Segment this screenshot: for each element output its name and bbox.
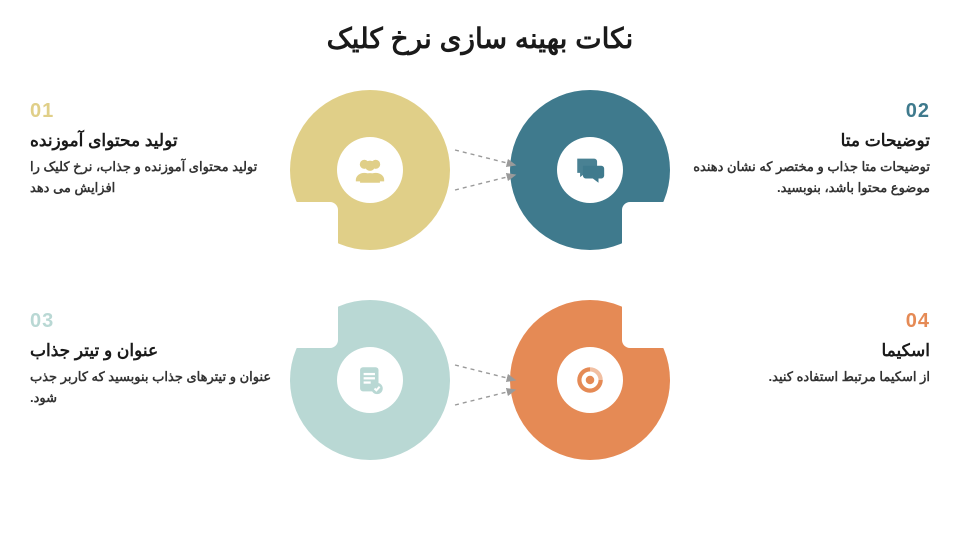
clipboard-icon [353,363,387,397]
info-item-03: 03 عنوان و تیتر جذاب عنوان و تیترهای جذا… [0,290,470,490]
text-block-02: 02 توضیحات متا توضیحات متا جذاب و مختصر … [680,100,930,199]
item-number: 01 [30,100,280,123]
shape-04 [510,300,670,460]
icon-wrap-04 [557,347,623,413]
icon-wrap-03 [337,347,403,413]
people-icon [353,153,387,187]
item-desc: تولید محتوای آموزنده و جذاب، نرخ کلیک را… [30,157,280,199]
shape-03 [290,300,450,460]
item-heading: توضیحات متا [680,131,930,151]
shape-02 [510,90,670,250]
icon-wrap-02 [557,137,623,203]
item-number: 03 [30,310,280,333]
text-block-01: 01 تولید محتوای آموزنده تولید محتوای آمو… [30,100,280,199]
info-item-04: 04 اسکیما از اسکیما مرتبط استفاده کنید. [490,290,960,490]
shape-01 [290,90,450,250]
item-number: 02 [680,100,930,123]
item-number: 04 [680,310,930,333]
info-item-01: 01 تولید محتوای آموزنده تولید محتوای آمو… [0,80,470,280]
icon-wrap-01 [337,137,403,203]
text-block-03: 03 عنوان و تیتر جذاب عنوان و تیترهای جذا… [30,310,280,409]
target-icon [573,363,607,397]
item-heading: اسکیما [680,341,930,361]
page-title: نکات بهینه سازی نرخ کلیک [0,0,960,55]
info-item-02: 02 توضیحات متا توضیحات متا جذاب و مختصر … [490,80,960,280]
item-desc: توضیحات متا جذاب و مختصر که نشان دهنده م… [680,157,930,199]
item-desc: از اسکیما مرتبط استفاده کنید. [680,367,930,388]
chat-icon [573,153,607,187]
item-heading: تولید محتوای آموزنده [30,131,280,151]
item-desc: عنوان و تیترهای جذاب بنوبسید که کاربر جذ… [30,367,280,409]
infographic-grid: 01 تولید محتوای آموزنده تولید محتوای آمو… [0,80,960,520]
item-heading: عنوان و تیتر جذاب [30,341,280,361]
text-block-04: 04 اسکیما از اسکیما مرتبط استفاده کنید. [680,310,930,388]
